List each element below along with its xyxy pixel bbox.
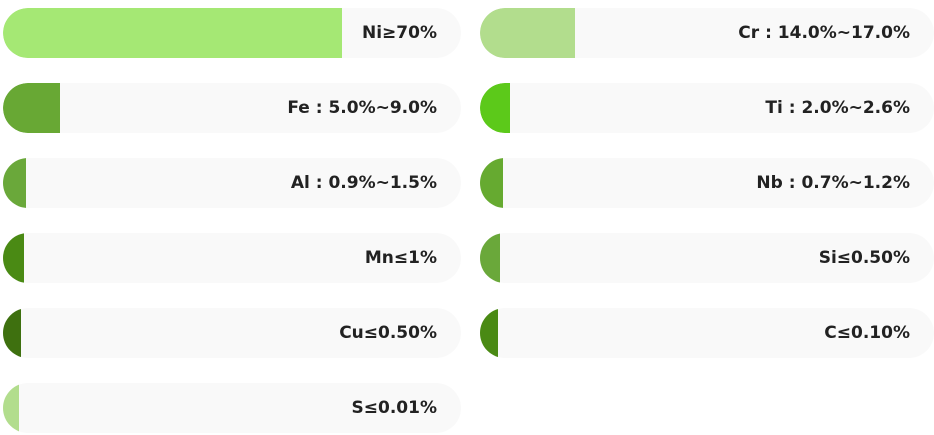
composition-bar-si: Si≤0.50%: [480, 233, 934, 283]
composition-bar-c: C≤0.10%: [480, 308, 934, 358]
bar-label: Fe : 5.0%~9.0%: [287, 98, 437, 118]
composition-bar-cu: Cu≤0.50%: [3, 308, 461, 358]
bar-fill: [3, 308, 21, 358]
bar-fill: [480, 8, 575, 58]
bar-label: Al : 0.9%~1.5%: [290, 173, 437, 193]
composition-bar-ti: Ti : 2.0%~2.6%: [480, 83, 934, 133]
bar-fill: [480, 158, 503, 208]
bar-fill: [3, 83, 60, 133]
composition-bar-cr: Cr : 14.0%~17.0%: [480, 8, 934, 58]
bar-label: Ti : 2.0%~2.6%: [765, 98, 910, 118]
bar-fill: [3, 233, 24, 283]
bar-label: C≤0.10%: [824, 323, 910, 343]
bar-label: Si≤0.50%: [818, 248, 910, 268]
bar-label: Ni≥70%: [362, 23, 437, 43]
bar-label: S≤0.01%: [351, 398, 437, 418]
composition-bar-ni: Ni≥70%: [3, 8, 461, 58]
bar-fill: [480, 308, 498, 358]
bar-label: Mn≤1%: [364, 248, 437, 268]
bar-label: Cu≤0.50%: [339, 323, 437, 343]
bar-fill: [3, 383, 19, 433]
bar-fill: [480, 83, 510, 133]
composition-bar-al: Al : 0.9%~1.5%: [3, 158, 461, 208]
bar-fill: [3, 158, 26, 208]
bar-label: Cr : 14.0%~17.0%: [738, 23, 910, 43]
composition-bar-mn: Mn≤1%: [3, 233, 461, 283]
composition-bar-fe: Fe : 5.0%~9.0%: [3, 83, 461, 133]
bar-fill: [480, 233, 500, 283]
bar-fill: [3, 8, 342, 58]
bar-label: Nb : 0.7%~1.2%: [756, 173, 910, 193]
composition-bar-s: S≤0.01%: [3, 383, 461, 433]
composition-bar-nb: Nb : 0.7%~1.2%: [480, 158, 934, 208]
